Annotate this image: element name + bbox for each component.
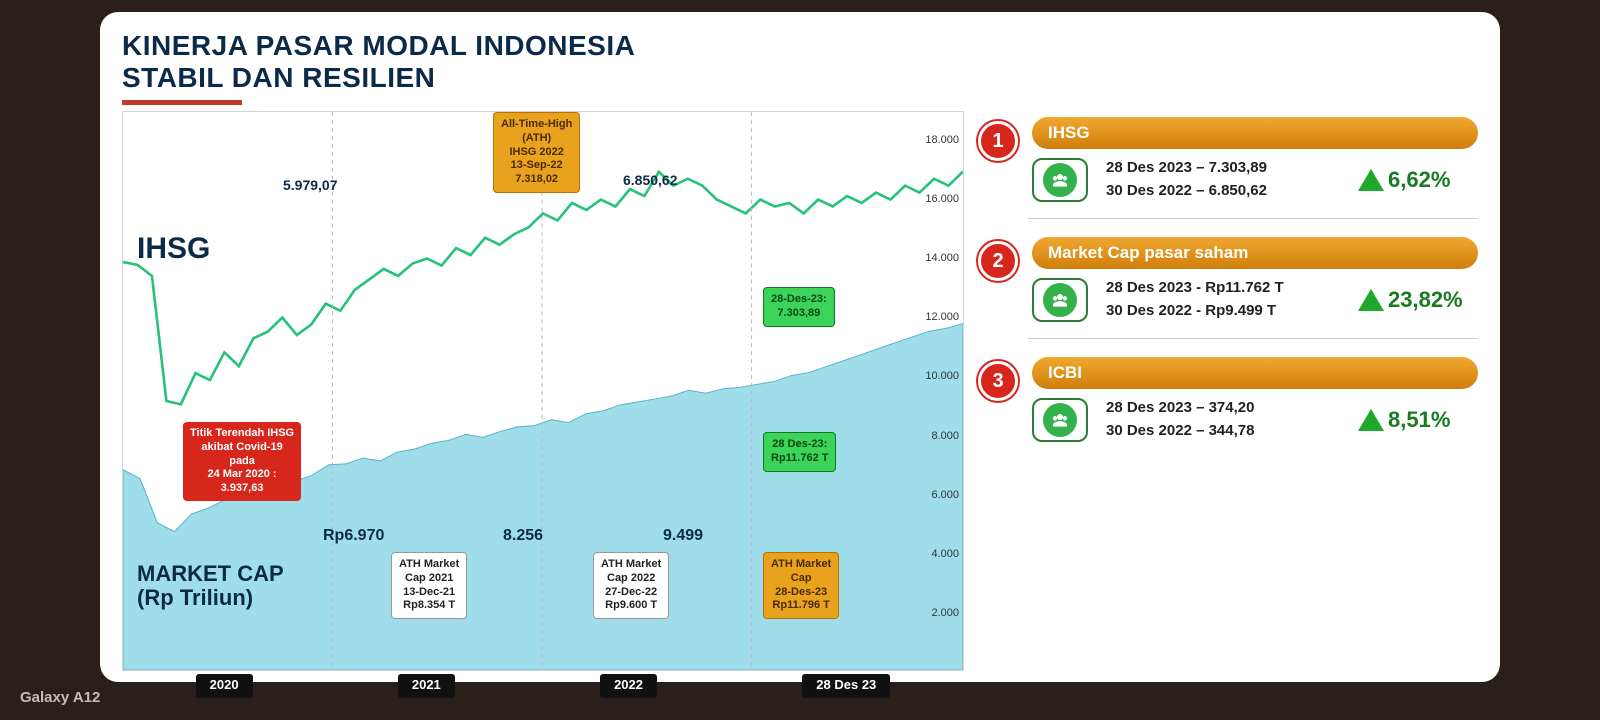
presentation-screen: KINERJA PASAR MODAL INDONESIA STABIL DAN… <box>100 12 1500 682</box>
stat-badge-1: 1 <box>978 121 1018 161</box>
ytick-4000: 4.000 <box>931 548 959 560</box>
stat-lines-3: 28 Des 2023 – 374,2030 Des 2022 – 344,78 <box>1106 397 1346 442</box>
xlabel-28 Des 23: 28 Des 23 <box>802 674 890 698</box>
xlabel-2021: 2021 <box>398 674 455 698</box>
callout-ath_m21: ATH Market Cap 2021 13-Dec-21 Rp8.354 T <box>391 552 467 619</box>
title-block: KINERJA PASAR MODAL INDONESIA STABIL DAN… <box>122 30 1478 105</box>
arrow-up-icon <box>1358 169 1384 191</box>
mcap-2021-label: 8.256 <box>503 527 543 545</box>
stat-pct-1: 6,62% <box>1358 167 1478 193</box>
ytick-8000: 8.000 <box>931 430 959 442</box>
arrow-up-icon <box>1358 409 1384 431</box>
stat-lines-1: 28 Des 2023 – 7.303,8930 Des 2022 – 6.85… <box>1106 157 1346 202</box>
callout-ath_m23: ATH Market Cap 28-Des-23 Rp11.796 T <box>763 552 839 619</box>
device-watermark: Galaxy A12 <box>20 689 100 706</box>
arrow-up-icon <box>1358 289 1384 311</box>
mcap-label-l1: MARKET CAP <box>137 561 284 586</box>
stat-lines-2: 28 Des 2023 - Rp11.762 T30 Des 2022 - Rp… <box>1106 277 1346 322</box>
callout-ath_m22: ATH Market Cap 2022 27-Dec-22 Rp9.600 T <box>593 552 669 619</box>
mcap-label-l2: (Rp Triliun) <box>137 585 253 610</box>
x-axis-labels: 2020 2021 2022 28 Des 23 <box>123 674 963 698</box>
stat-3: 3 ICBI 28 Des 2023 – 374,2030 Des 2022 – 3… <box>978 359 1478 442</box>
callout-covid: Titik Terendah IHSG akibat Covid-19 pada… <box>183 422 301 501</box>
ytick-18000: 18.000 <box>925 134 959 146</box>
ytick-14000: 14.000 <box>925 252 959 264</box>
stat-title-1: IHSG <box>1032 117 1478 149</box>
ytick-16000: 16.000 <box>925 193 959 205</box>
ihsg-axis-label: IHSG <box>137 232 210 266</box>
ytick-10000: 10.000 <box>925 370 959 382</box>
stat-title-3: ICBI <box>1032 357 1478 389</box>
stat-2: 2 Market Cap pasar saham 28 Des 2023 - Rp1… <box>978 239 1478 322</box>
mcap-axis-label: MARKET CAP (Rp Triliun) <box>137 562 284 610</box>
ihsg-2021-label: 6.850,62 <box>623 172 678 188</box>
people-icon <box>1032 158 1088 202</box>
ytick-12000: 12.000 <box>925 311 959 323</box>
stats-panel: 1 IHSG 28 Des 2023 – 7.303,8930 Des 2022 –… <box>978 111 1478 671</box>
title-line-2: STABIL DAN RESILIEN <box>122 62 1478 94</box>
xlabel-2022: 2022 <box>600 674 657 698</box>
ytick-2000: 2.000 <box>931 607 959 619</box>
stat-pct-2: 23,82% <box>1358 287 1478 313</box>
mcap-2022-label: 9.499 <box>663 527 703 545</box>
xlabel-2020: 2020 <box>196 674 253 698</box>
ihsg-2020-label: 5.979,07 <box>283 177 338 193</box>
content-row: IHSG MARKET CAP (Rp Triliun) 5.979,07 6.… <box>122 111 1478 671</box>
stat-pct-3: 8,51% <box>1358 407 1478 433</box>
title-line-1: KINERJA PASAR MODAL INDONESIA <box>122 30 1478 62</box>
stat-badge-3: 3 <box>978 361 1018 401</box>
callout-ihsg_end: 28-Des-23: 7.303,89 <box>763 287 835 327</box>
mcap-2020-label: Rp6.970 <box>323 527 384 545</box>
combined-chart: IHSG MARKET CAP (Rp Triliun) 5.979,07 6.… <box>122 111 964 671</box>
stat-badge-2: 2 <box>978 241 1018 281</box>
callout-mcap_end: 28 Des-23: Rp11.762 T <box>763 432 836 472</box>
people-icon <box>1032 278 1088 322</box>
stat-title-2: Market Cap pasar saham <box>1032 237 1478 269</box>
people-icon <box>1032 398 1088 442</box>
stat-divider <box>1028 338 1478 339</box>
stat-1: 1 IHSG 28 Des 2023 – 7.303,8930 Des 2022 –… <box>978 119 1478 202</box>
callout-ath_ihsg: All-Time-High (ATH) IHSG 2022 13-Sep-22 … <box>493 112 580 193</box>
ytick-6000: 6.000 <box>931 489 959 501</box>
title-underline <box>122 100 242 105</box>
stat-divider <box>1028 218 1478 219</box>
